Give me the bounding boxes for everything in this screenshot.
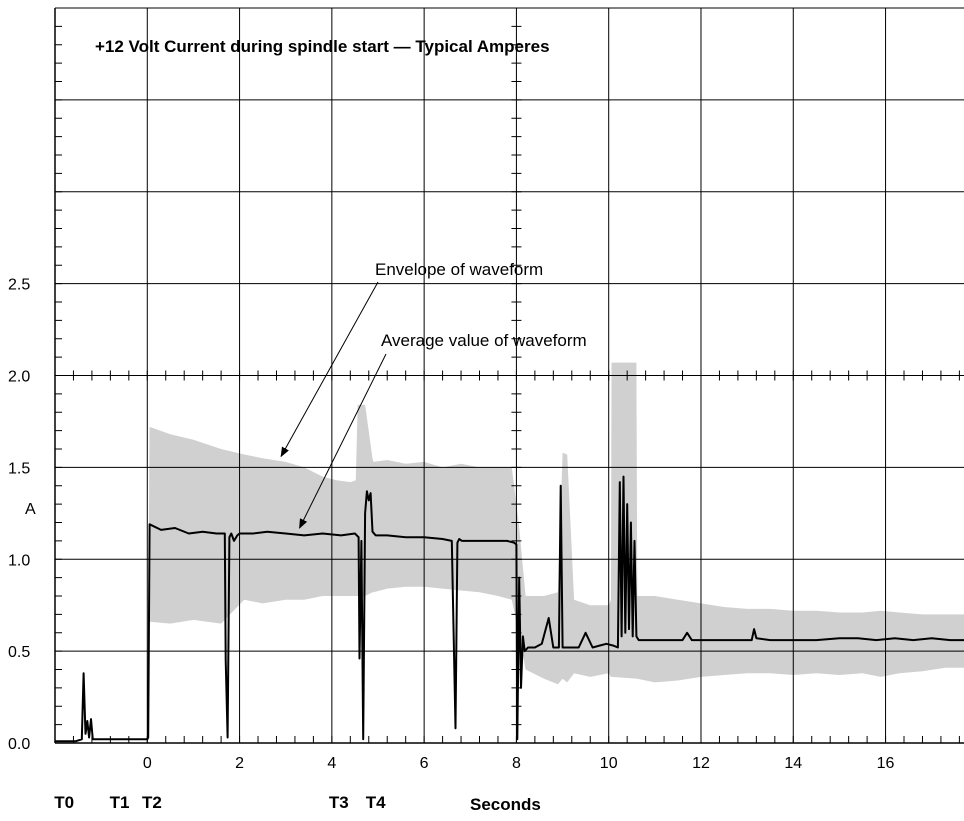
y-tick-label: 0.5: [8, 644, 30, 661]
y-tick-label: 0.0: [8, 736, 30, 753]
timing-marker-label: T1: [110, 793, 130, 812]
x-tick-label: 12: [692, 755, 710, 772]
x-tick-label: 6: [420, 755, 429, 772]
envelope-band: [147, 363, 964, 743]
y-tick-label: 2.5: [8, 277, 30, 294]
envelope-band-layer: [147, 363, 964, 743]
x-tick-label: 8: [512, 755, 521, 772]
y-tick-label: 1.5: [8, 460, 30, 477]
y-axis-label: A: [25, 501, 36, 518]
timing-marker-label: T4: [366, 793, 386, 812]
annotation-text: Average value of waveform: [381, 331, 587, 350]
x-tick-label: 4: [327, 755, 336, 772]
timing-marker-label: T0: [54, 793, 74, 812]
timing-marker-label: T3: [329, 793, 349, 812]
x-tick-label: 2: [235, 755, 244, 772]
chart-title: +12 Volt Current during spindle start — …: [95, 37, 550, 56]
x-tick-label: 14: [784, 755, 802, 772]
annotation-text: Envelope of waveform: [375, 260, 543, 279]
y-tick-label: 2.0: [8, 369, 30, 386]
x-axis-label: Seconds: [470, 795, 541, 814]
timing-marker-label: T2: [142, 793, 162, 812]
x-tick-label: 10: [600, 755, 618, 772]
x-tick-label: 0: [143, 755, 152, 772]
x-tick-label: 16: [877, 755, 895, 772]
y-tick-label: 1.0: [8, 552, 30, 569]
